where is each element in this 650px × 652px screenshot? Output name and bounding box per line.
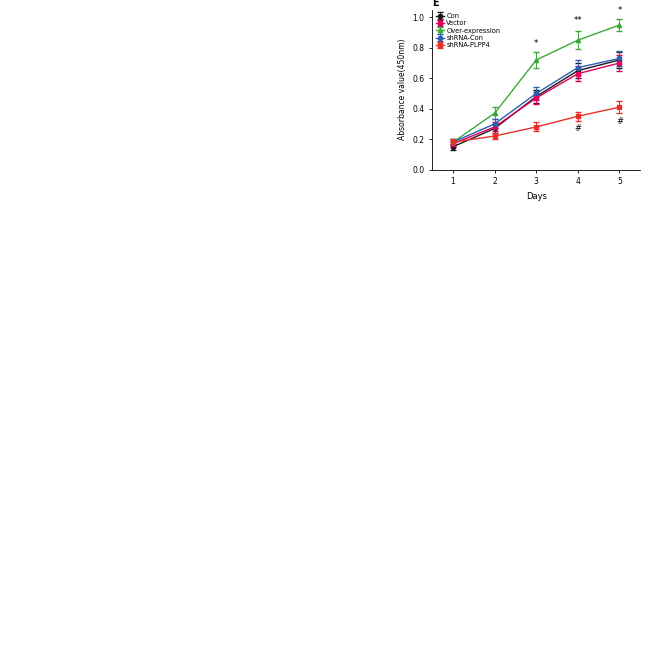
- Text: *: *: [534, 39, 538, 48]
- Text: E: E: [432, 0, 439, 8]
- Text: #: #: [575, 125, 581, 134]
- X-axis label: Days: Days: [526, 192, 547, 201]
- Text: **: **: [573, 16, 582, 25]
- Y-axis label: Absorbance value(450nm): Absorbance value(450nm): [398, 39, 407, 140]
- Legend: Con, Vector, Over-expression, shRNA-Con, shRNA-PLPP4: Con, Vector, Over-expression, shRNA-Con,…: [434, 12, 502, 50]
- Text: *: *: [618, 6, 621, 15]
- Text: #: #: [616, 117, 623, 126]
